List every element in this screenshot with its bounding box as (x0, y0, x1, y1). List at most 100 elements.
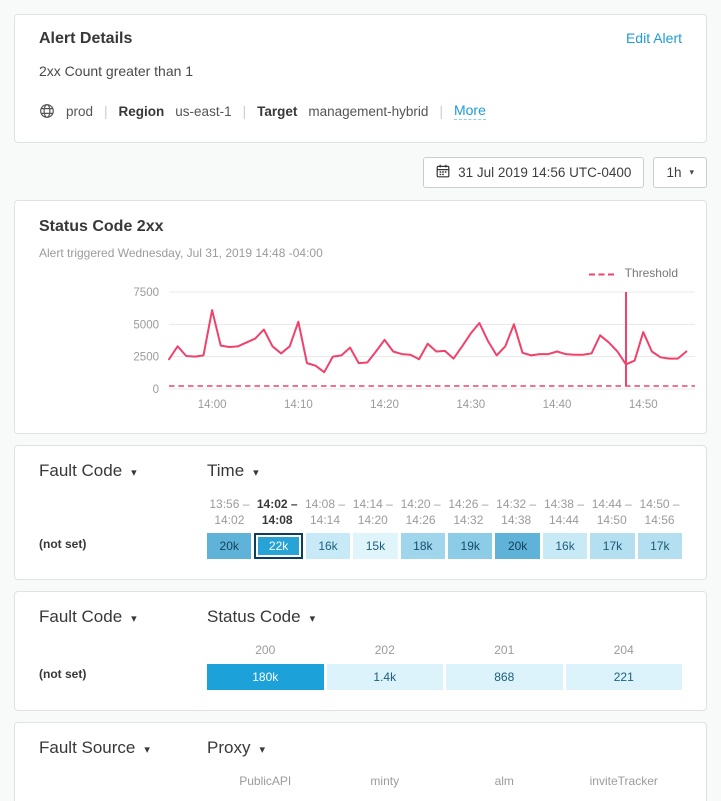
row-dimension-label: Fault Source (39, 737, 136, 757)
row-dimension-select[interactable]: Fault Code ▾ (39, 461, 137, 481)
svg-text:5000: 5000 (133, 319, 159, 331)
column-header: 14:50 –14:56 (639, 497, 680, 528)
chevron-down-icon: ▾ (259, 743, 265, 756)
column-header: 14:44 –14:50 (591, 497, 632, 528)
separator: | (242, 103, 247, 119)
time-range-select[interactable]: 1h ▾ (653, 157, 707, 188)
row-dimension-label: Fault Code (39, 607, 123, 627)
row-label: (not set) (39, 667, 87, 682)
chevron-down-icon: ▾ (689, 167, 694, 177)
row-label: (not set) (39, 536, 87, 551)
column-header: 14:14 –14:20 (352, 497, 393, 528)
svg-text:2500: 2500 (133, 352, 159, 364)
edit-alert-link[interactable]: Edit Alert (625, 30, 682, 46)
column-header: 204 (613, 643, 634, 658)
heatmap-cell[interactable]: 16k (305, 533, 351, 560)
legend-threshold-label: Threshold (624, 266, 678, 280)
region-label: Region (118, 103, 165, 119)
alert-condition-text: 2xx Count greater than 1 (39, 63, 194, 79)
fault-code-by-status-code-card: Fault Code ▾ Status Code ▾ 200 202 201 204 … (14, 591, 707, 711)
svg-text:14:50: 14:50 (629, 399, 658, 411)
col-dimension-select[interactable]: Time ▾ (207, 461, 259, 481)
globe-icon (39, 103, 55, 119)
calendar-icon (436, 164, 450, 181)
heatmap-cell[interactable]: 180k (207, 663, 324, 690)
chevron-down-icon: ▾ (131, 467, 137, 479)
alert-details-card: Alert Details Edit Alert 2xx Count great… (14, 14, 707, 143)
svg-text:14:30: 14:30 (456, 399, 485, 411)
more-link[interactable]: More (453, 102, 486, 120)
svg-text:14:10: 14:10 (284, 399, 313, 411)
heatmap-cell[interactable]: 17k (637, 533, 683, 560)
column-header: 201 (494, 643, 515, 658)
column-header: 14:20 –14:26 (400, 497, 441, 528)
col-dimension-label: Proxy (207, 737, 251, 757)
line-chart: 0 2500 5000 7500 14:00 14:10 14:20 14:30 14:40 14… (39, 284, 695, 423)
heatmap-cell[interactable]: 1.4k (326, 663, 443, 690)
heatmap-cell[interactable]: 221 (565, 663, 682, 690)
datetime-picker-button[interactable]: 31 Jul 2019 14:56 UTC-0400 (423, 157, 645, 188)
column-header: 14:32 –14:38 (496, 497, 537, 528)
heatmap-rows: (not set) 180k 1.4k 868 221 (39, 659, 682, 690)
chevron-down-icon: ▾ (131, 613, 137, 626)
column-header: 14:26 –14:32 (448, 497, 489, 528)
column-header: minty (370, 773, 400, 788)
fault-source-by-proxy-card: Fault Source ▾ Proxy ▾ PublicAPI minty alm… (14, 721, 707, 801)
col-dimension-label: Status Code (207, 607, 301, 627)
chevron-down-icon: ▾ (253, 467, 259, 479)
heatmap-cell[interactable]: 16k (542, 533, 588, 560)
row-dimension-select[interactable]: Fault Source ▾ (39, 738, 150, 758)
target-value: management-hybrid (308, 103, 429, 119)
heatmap-cell[interactable]: 22k (254, 533, 303, 560)
svg-text:14:40: 14:40 (543, 399, 572, 411)
column-header: 14:02 –14:08 (256, 497, 298, 528)
environment-value: prod (66, 103, 94, 119)
column-header: 14:38 –14:44 (543, 497, 584, 528)
svg-text:7500: 7500 (133, 287, 159, 299)
separator: | (104, 103, 108, 119)
status-code-chart-card: Status Code 2xx Alert triggered Wednesda… (14, 200, 707, 434)
heatmap-cell[interactable]: 20k (207, 533, 252, 560)
svg-text:14:00: 14:00 (198, 399, 227, 411)
column-header: 200 (255, 643, 276, 658)
col-dimension-select[interactable]: Proxy ▾ (207, 738, 265, 758)
page-title: Alert Details (39, 30, 133, 47)
status-chart-svg: 0 2500 5000 7500 14:00 14:10 14:20 14:30 14:40 14… (133, 287, 695, 411)
column-header: 202 (374, 643, 395, 658)
heatmap-cell[interactable]: 868 (446, 663, 563, 690)
heatmap-cell[interactable]: 20k (495, 533, 540, 560)
datetime-value: 31 Jul 2019 14:56 UTC-0400 (458, 165, 632, 180)
column-header: alm (494, 773, 514, 788)
col-dimension-label: Time (207, 461, 245, 480)
fault-code-by-time-card: Fault Code ▾ Time ▾ 13:56 –14:02 14:02 –1… (14, 445, 707, 581)
column-header: 14:08 –14:14 (304, 497, 346, 528)
heatmap-cell[interactable]: 18k (400, 533, 446, 560)
chart-legend: Threshold (39, 266, 678, 280)
threshold-dash-icon (588, 266, 616, 280)
heatmap-rows: (not set) 20k 22k 16k 15k 18k 19k 20k 16k 17k 17k (39, 528, 683, 560)
heatmap-cell[interactable]: 19k (448, 533, 493, 560)
time-range-value: 1h (666, 165, 682, 180)
column-headers: 13:56 –14:02 14:02 –14:08 14:08 –14:14 14:1… (207, 496, 682, 528)
column-header: 13:56 –14:02 (209, 497, 250, 528)
row-dimension-select[interactable]: Fault Code ▾ (39, 607, 137, 627)
row-dimension-label: Fault Code (39, 461, 123, 480)
chevron-down-icon: ▾ (309, 613, 316, 626)
col-dimension-select[interactable]: Status Code ▾ (207, 607, 315, 627)
svg-text:14:20: 14:20 (370, 399, 399, 411)
region-value: us-east-1 (175, 103, 232, 119)
separator: | (439, 103, 443, 119)
column-header: inviteTracker (589, 773, 658, 788)
heatmap-cell[interactable]: 15k (353, 533, 398, 560)
svg-text:0: 0 (153, 384, 159, 396)
alert-meta-row: prod | Region us-east-1 | Target managem… (39, 102, 682, 120)
chevron-down-icon: ▾ (144, 743, 150, 756)
column-headers: PublicAPI minty alm inviteTracker (207, 773, 682, 789)
target-label: Target (257, 103, 298, 119)
chart-title: Status Code 2xx (39, 218, 164, 235)
column-header: PublicAPI (239, 773, 292, 788)
heatmap-cell[interactable]: 17k (590, 533, 635, 560)
alert-triggered-text: Alert triggered Wednesday, Jul 31, 2019 … (39, 246, 323, 260)
column-headers: 200 202 201 204 (207, 642, 682, 658)
